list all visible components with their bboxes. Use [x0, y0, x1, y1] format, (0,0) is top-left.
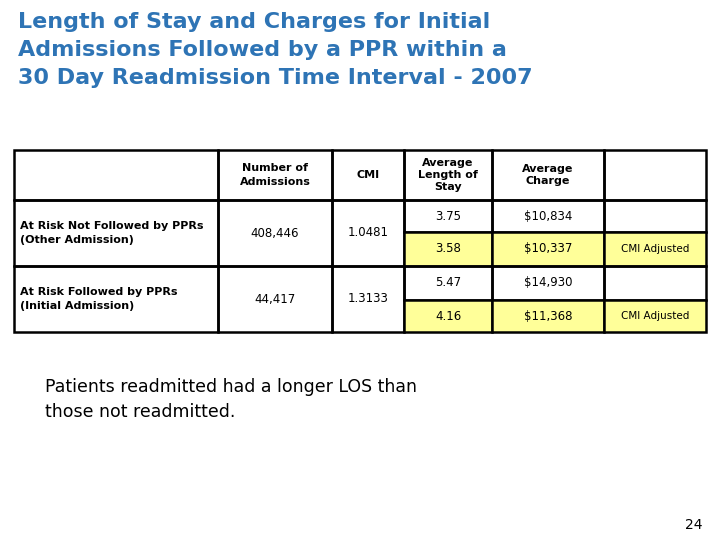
Text: At Risk Not Followed by PPRs
(Other Admission): At Risk Not Followed by PPRs (Other Admi… — [20, 221, 204, 245]
Text: 4.16: 4.16 — [435, 309, 461, 322]
Text: Average
Length of
Stay: Average Length of Stay — [418, 158, 478, 192]
Bar — [332, 150, 404, 200]
Text: 3.58: 3.58 — [435, 242, 461, 255]
Bar — [404, 232, 492, 266]
Text: 1.0481: 1.0481 — [348, 226, 389, 240]
Bar — [604, 232, 706, 266]
Text: CMI Adjusted: CMI Adjusted — [621, 244, 689, 254]
Bar — [14, 150, 218, 200]
Text: 44,417: 44,417 — [254, 293, 296, 306]
Bar — [404, 232, 492, 266]
Bar — [332, 266, 404, 332]
Bar — [14, 266, 218, 332]
Bar — [492, 300, 604, 332]
Bar — [492, 266, 604, 300]
Text: 24: 24 — [685, 518, 703, 532]
Text: $10,834: $10,834 — [524, 210, 572, 222]
Bar — [604, 150, 706, 200]
Text: Average
Charge: Average Charge — [522, 164, 574, 186]
Bar — [604, 232, 706, 266]
Bar — [604, 266, 706, 300]
Bar — [404, 150, 492, 200]
Bar — [14, 200, 218, 266]
Bar — [404, 266, 492, 300]
Text: 3.75: 3.75 — [435, 210, 461, 222]
Bar — [404, 300, 492, 332]
Text: 408,446: 408,446 — [251, 226, 300, 240]
Text: Patients readmitted had a longer LOS than
those not readmitted.: Patients readmitted had a longer LOS tha… — [45, 378, 417, 421]
Text: $10,337: $10,337 — [524, 242, 572, 255]
Text: At Risk Followed by PPRs
(Initial Admission): At Risk Followed by PPRs (Initial Admiss… — [20, 287, 178, 310]
Text: $11,368: $11,368 — [523, 309, 572, 322]
Bar — [604, 300, 706, 332]
Text: Length of Stay and Charges for Initial: Length of Stay and Charges for Initial — [18, 12, 490, 32]
Text: 1.3133: 1.3133 — [348, 293, 388, 306]
Bar — [492, 232, 604, 266]
Bar — [492, 150, 604, 200]
Bar — [604, 200, 706, 232]
Text: CMI Adjusted: CMI Adjusted — [621, 311, 689, 321]
Bar — [492, 300, 604, 332]
Text: Number of
Admissions: Number of Admissions — [240, 164, 310, 187]
Bar — [492, 232, 604, 266]
Bar — [404, 300, 492, 332]
Bar — [492, 200, 604, 232]
Text: 5.47: 5.47 — [435, 276, 461, 289]
Text: 30 Day Readmission Time Interval - 2007: 30 Day Readmission Time Interval - 2007 — [18, 68, 533, 88]
Bar — [604, 300, 706, 332]
Bar — [404, 200, 492, 232]
Bar — [218, 200, 332, 266]
Text: $14,930: $14,930 — [523, 276, 572, 289]
Bar — [218, 266, 332, 332]
Bar — [332, 200, 404, 266]
Text: Admissions Followed by a PPR within a: Admissions Followed by a PPR within a — [18, 40, 507, 60]
Text: CMI: CMI — [356, 170, 379, 180]
Bar — [218, 150, 332, 200]
